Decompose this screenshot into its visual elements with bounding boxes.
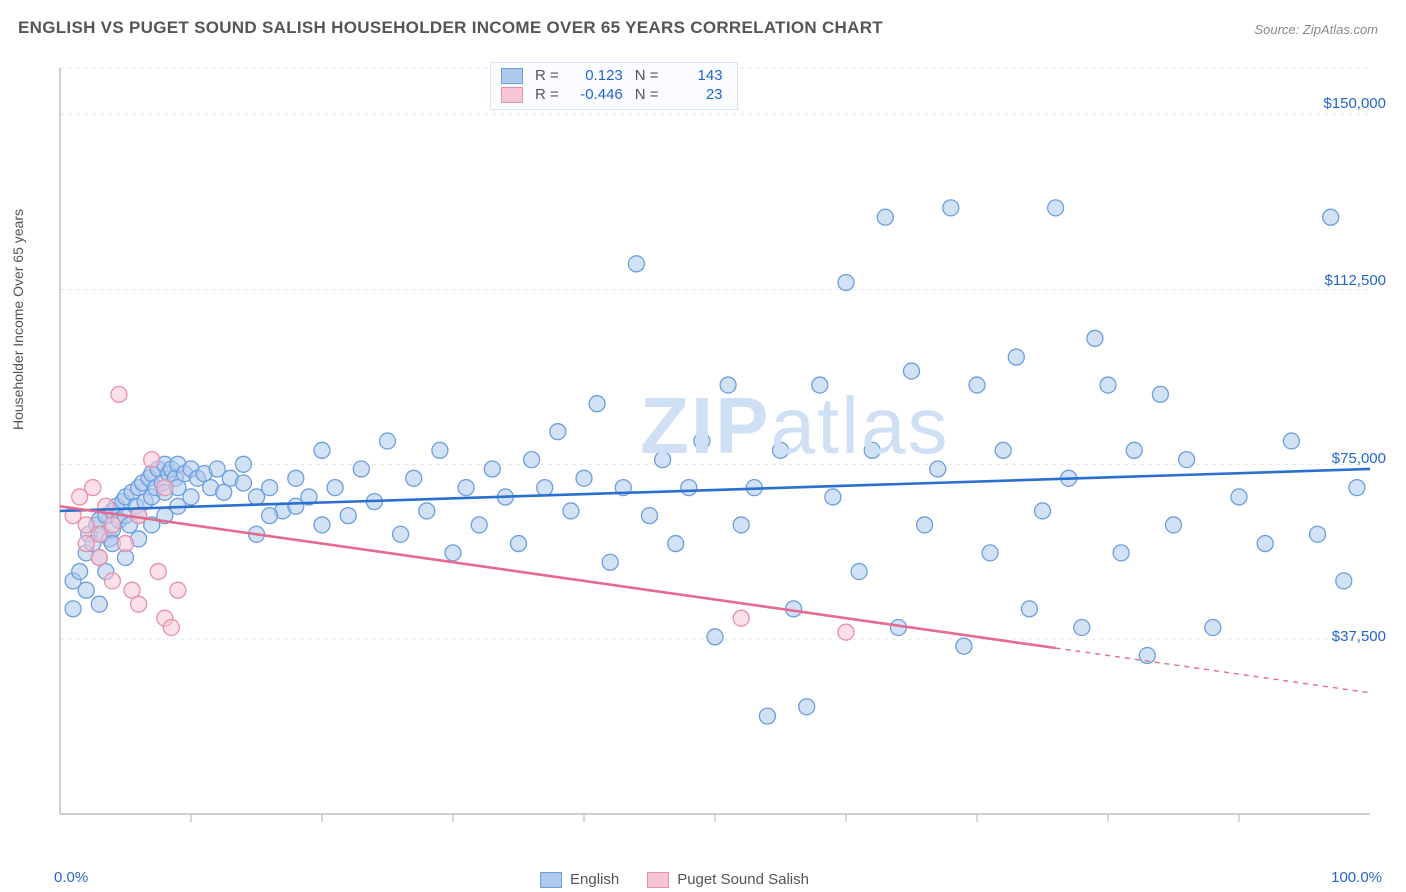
legend-r-label-0: R = (535, 67, 559, 84)
xtick-100: 100.0% (1331, 869, 1382, 886)
legend-stats-row-salish: R = -0.446 N = 23 (501, 86, 723, 103)
legend-swatch-salish (501, 87, 523, 103)
legend-item-english: English (540, 871, 619, 888)
legend-stats: R = 0.123 N = 143 R = -0.446 N = 23 (490, 62, 738, 110)
watermark-zip: ZIP (640, 381, 770, 470)
legend-r-val-1: -0.446 (569, 86, 623, 103)
legend-swatch-english-b (540, 872, 562, 888)
xtick-0: 0.0% (54, 869, 88, 886)
ytick-112500: $112,500 (1325, 272, 1386, 289)
legend-label-english: English (570, 871, 619, 888)
ytick-37500: $37,500 (1332, 628, 1386, 645)
legend-swatch-english (501, 68, 523, 84)
legend-series: English Puget Sound Salish (540, 871, 809, 888)
ytick-75000: $75,000 (1332, 450, 1386, 467)
ytick-150000: $150,000 (1323, 95, 1386, 112)
chart-title: ENGLISH VS PUGET SOUND SALISH HOUSEHOLDE… (18, 18, 883, 38)
legend-n-val-0: 143 (669, 67, 723, 84)
legend-swatch-salish-b (647, 872, 669, 888)
legend-item-salish: Puget Sound Salish (647, 871, 809, 888)
legend-n-val-1: 23 (669, 86, 723, 103)
legend-r-val-0: 0.123 (569, 67, 623, 84)
legend-n-label-0: N = (635, 67, 659, 84)
watermark-atlas: atlas (770, 381, 949, 470)
legend-r-label-1: R = (535, 86, 559, 103)
legend-stats-row-english: R = 0.123 N = 143 (501, 67, 723, 84)
source-credit: Source: ZipAtlas.com (1254, 22, 1378, 37)
y-axis-label: Householder Income Over 65 years (10, 209, 26, 430)
legend-label-salish: Puget Sound Salish (677, 871, 809, 888)
legend-n-label-1: N = (635, 86, 659, 103)
watermark: ZIPatlas (640, 380, 949, 472)
